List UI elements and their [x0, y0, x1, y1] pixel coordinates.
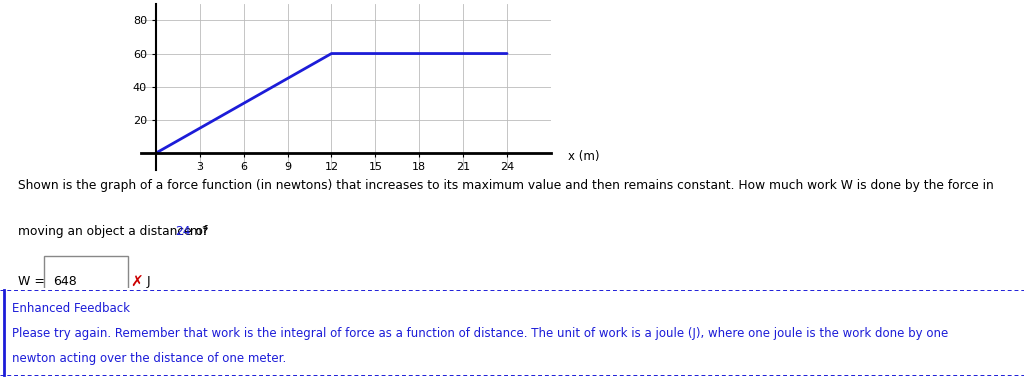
Text: 648: 648	[53, 274, 77, 288]
Text: 24: 24	[175, 225, 191, 238]
Text: m?: m?	[185, 225, 208, 238]
Text: newton acting over the distance of one meter.: newton acting over the distance of one m…	[12, 352, 287, 365]
FancyBboxPatch shape	[44, 256, 128, 289]
Text: Shown is the graph of a force function (in newtons) that increases to its maximu: Shown is the graph of a force function (…	[18, 179, 994, 192]
Text: Enhanced Feedback: Enhanced Feedback	[12, 302, 130, 315]
Text: ✗: ✗	[130, 274, 142, 290]
X-axis label: x (m): x (m)	[568, 150, 599, 163]
Text: J: J	[146, 274, 151, 288]
Text: W =: W =	[18, 274, 49, 288]
Text: moving an object a distance of: moving an object a distance of	[18, 225, 212, 238]
Text: Please try again. Remember that work is the integral of force as a function of d: Please try again. Remember that work is …	[12, 327, 948, 340]
